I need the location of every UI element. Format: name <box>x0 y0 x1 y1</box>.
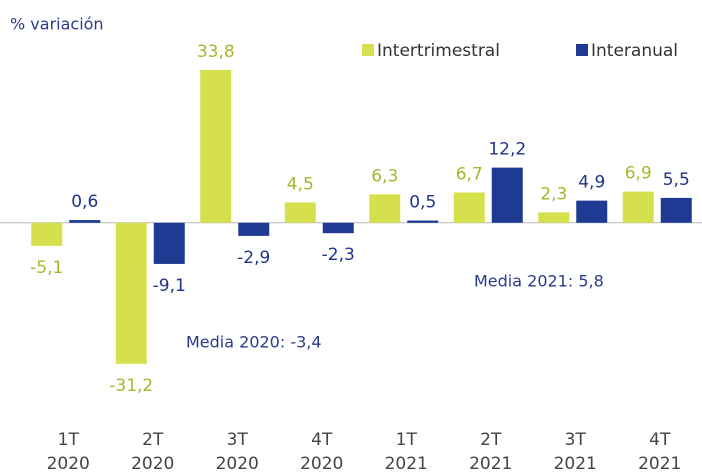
data-label: 6,3 <box>371 166 398 186</box>
data-label: 5,5 <box>663 170 690 190</box>
bar <box>322 222 354 234</box>
data-label: -9,1 <box>153 276 186 296</box>
data-label: -5,1 <box>30 258 63 278</box>
x-tick-label: 2T 2021 <box>469 430 512 474</box>
bar <box>538 212 570 223</box>
legend-swatch <box>362 44 374 56</box>
x-tick-label: 3T 2021 <box>554 430 597 474</box>
bar <box>407 220 439 223</box>
data-label: 6,7 <box>456 164 483 184</box>
bar <box>238 222 270 236</box>
data-label: 4,5 <box>287 174 314 194</box>
bar <box>284 202 316 223</box>
bar <box>660 197 692 223</box>
annotation: Media 2021: 5,8 <box>474 272 604 291</box>
bar <box>491 167 523 223</box>
data-label: -2,3 <box>322 245 355 265</box>
legend-label: Intertrimestral <box>377 41 500 61</box>
bar <box>453 192 485 223</box>
data-label: -2,9 <box>237 248 270 268</box>
data-label: 33,8 <box>197 42 235 62</box>
annotation: Media 2020: -3,4 <box>186 333 322 352</box>
x-tick-label: 1T 2020 <box>47 430 90 474</box>
data-label: 0,6 <box>71 192 98 212</box>
bar <box>576 200 608 223</box>
x-tick-label: 4T 2020 <box>300 430 343 474</box>
bar <box>31 222 63 246</box>
data-label: 12,2 <box>488 140 526 160</box>
legend-label: Interanual <box>591 41 678 61</box>
data-label: -31,2 <box>109 376 153 396</box>
bar <box>69 220 101 223</box>
x-tick-label: 4T 2021 <box>638 430 681 474</box>
bar <box>622 191 654 223</box>
axis-label: % variación <box>10 15 104 34</box>
x-tick-label: 1T 2021 <box>385 430 428 474</box>
x-tick-label: 2T 2020 <box>131 430 174 474</box>
bar <box>115 222 147 364</box>
data-label: 4,9 <box>578 173 605 193</box>
bar <box>200 69 232 223</box>
bar <box>369 194 401 223</box>
bar <box>153 222 185 264</box>
data-label: 6,9 <box>625 164 652 184</box>
data-label: 0,5 <box>409 193 436 213</box>
legend-swatch <box>576 44 588 56</box>
data-label: 2,3 <box>540 184 567 204</box>
x-tick-label: 3T 2020 <box>216 430 259 474</box>
